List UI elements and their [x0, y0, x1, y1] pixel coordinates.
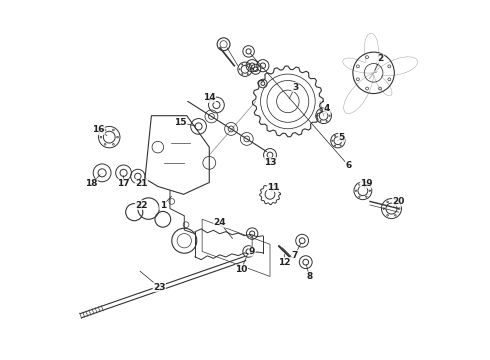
Text: 20: 20: [392, 197, 405, 206]
Text: 11: 11: [268, 183, 280, 192]
Text: 23: 23: [153, 283, 166, 292]
Text: 18: 18: [85, 179, 98, 188]
Text: 13: 13: [264, 158, 276, 167]
Text: 19: 19: [360, 179, 373, 188]
Text: 4: 4: [324, 104, 330, 113]
Text: 22: 22: [135, 201, 147, 210]
Text: 17: 17: [117, 179, 130, 188]
Text: 8: 8: [306, 272, 313, 281]
Text: 7: 7: [292, 251, 298, 260]
Text: 9: 9: [249, 247, 255, 256]
Text: 24: 24: [214, 219, 226, 228]
Text: 2: 2: [378, 54, 384, 63]
Text: 16: 16: [92, 126, 105, 135]
Text: 15: 15: [174, 118, 187, 127]
Text: 6: 6: [345, 161, 352, 170]
Text: 12: 12: [278, 258, 291, 267]
Text: 10: 10: [235, 265, 247, 274]
Text: 3: 3: [292, 83, 298, 92]
Text: 14: 14: [203, 93, 216, 102]
Text: 1: 1: [160, 201, 166, 210]
Text: 5: 5: [338, 132, 344, 141]
Text: 21: 21: [135, 179, 147, 188]
